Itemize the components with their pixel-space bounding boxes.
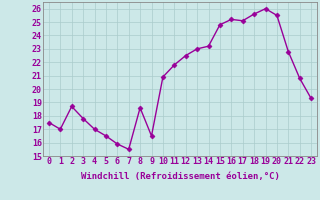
- X-axis label: Windchill (Refroidissement éolien,°C): Windchill (Refroidissement éolien,°C): [81, 172, 279, 181]
